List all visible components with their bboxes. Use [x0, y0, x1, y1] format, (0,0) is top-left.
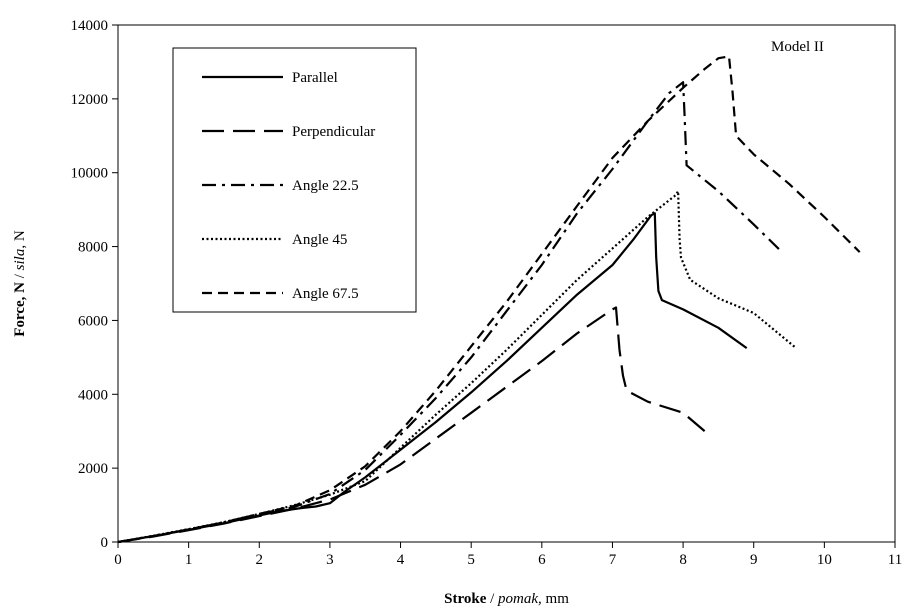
x-tick-label: 11: [888, 552, 902, 568]
legend: Parallel Perpendicular Angle 22.5 Angle 45 A…: [172, 47, 417, 313]
y-tick-label: 12000: [71, 92, 109, 108]
legend-label: Angle 45: [292, 232, 347, 248]
legend-label: Angle 22.5: [292, 178, 359, 194]
x-tick-label: 1: [185, 552, 193, 568]
series-line-angle-22-5: [117, 81, 783, 544]
series-line-angle-45: [117, 190, 797, 544]
plot-frame: [117, 24, 896, 543]
x-tick-label: 9: [750, 552, 758, 568]
y-tick-label: 14000: [71, 18, 109, 34]
x-tick-label: 3: [326, 552, 334, 568]
series-line-angle-67-5: [117, 55, 861, 544]
y-axis-title: Force, N / sila, N: [12, 230, 28, 337]
x-tick-label: 6: [538, 552, 546, 568]
y-tick-label: 10000: [71, 166, 109, 182]
x-tick-label: 0: [114, 552, 122, 568]
x-tick-label: 4: [397, 552, 405, 568]
legend-label: Parallel: [292, 70, 338, 86]
model-annotation: Model II: [771, 39, 824, 55]
y-tick-label: 8000: [78, 240, 108, 256]
x-tick-label: 5: [467, 552, 475, 568]
legend-label: Perpendicular: [292, 124, 375, 140]
axes: 0 1 2 3 4 5 6 7 8 9 10 11 0 2000 4000 6000 8000 10000 1200…: [71, 18, 903, 568]
series-layer: [117, 55, 861, 544]
y-tick-label: 2000: [78, 461, 108, 477]
y-tick-label: 6000: [78, 313, 108, 329]
x-tick-label: 2: [256, 552, 264, 568]
x-tick-label: 8: [679, 552, 687, 568]
x-tick-label: 7: [609, 552, 617, 568]
legend-box: [172, 47, 417, 313]
y-tick-label: 0: [101, 535, 109, 551]
x-axis-title: Stroke / pomak, mm: [444, 591, 569, 607]
y-tick-label: 4000: [78, 387, 108, 403]
series-line-perpendicular: [117, 306, 713, 544]
series-line-parallel: [117, 212, 748, 544]
legend-label: Angle 67.5: [292, 286, 359, 302]
x-tick-label: 10: [817, 552, 832, 568]
